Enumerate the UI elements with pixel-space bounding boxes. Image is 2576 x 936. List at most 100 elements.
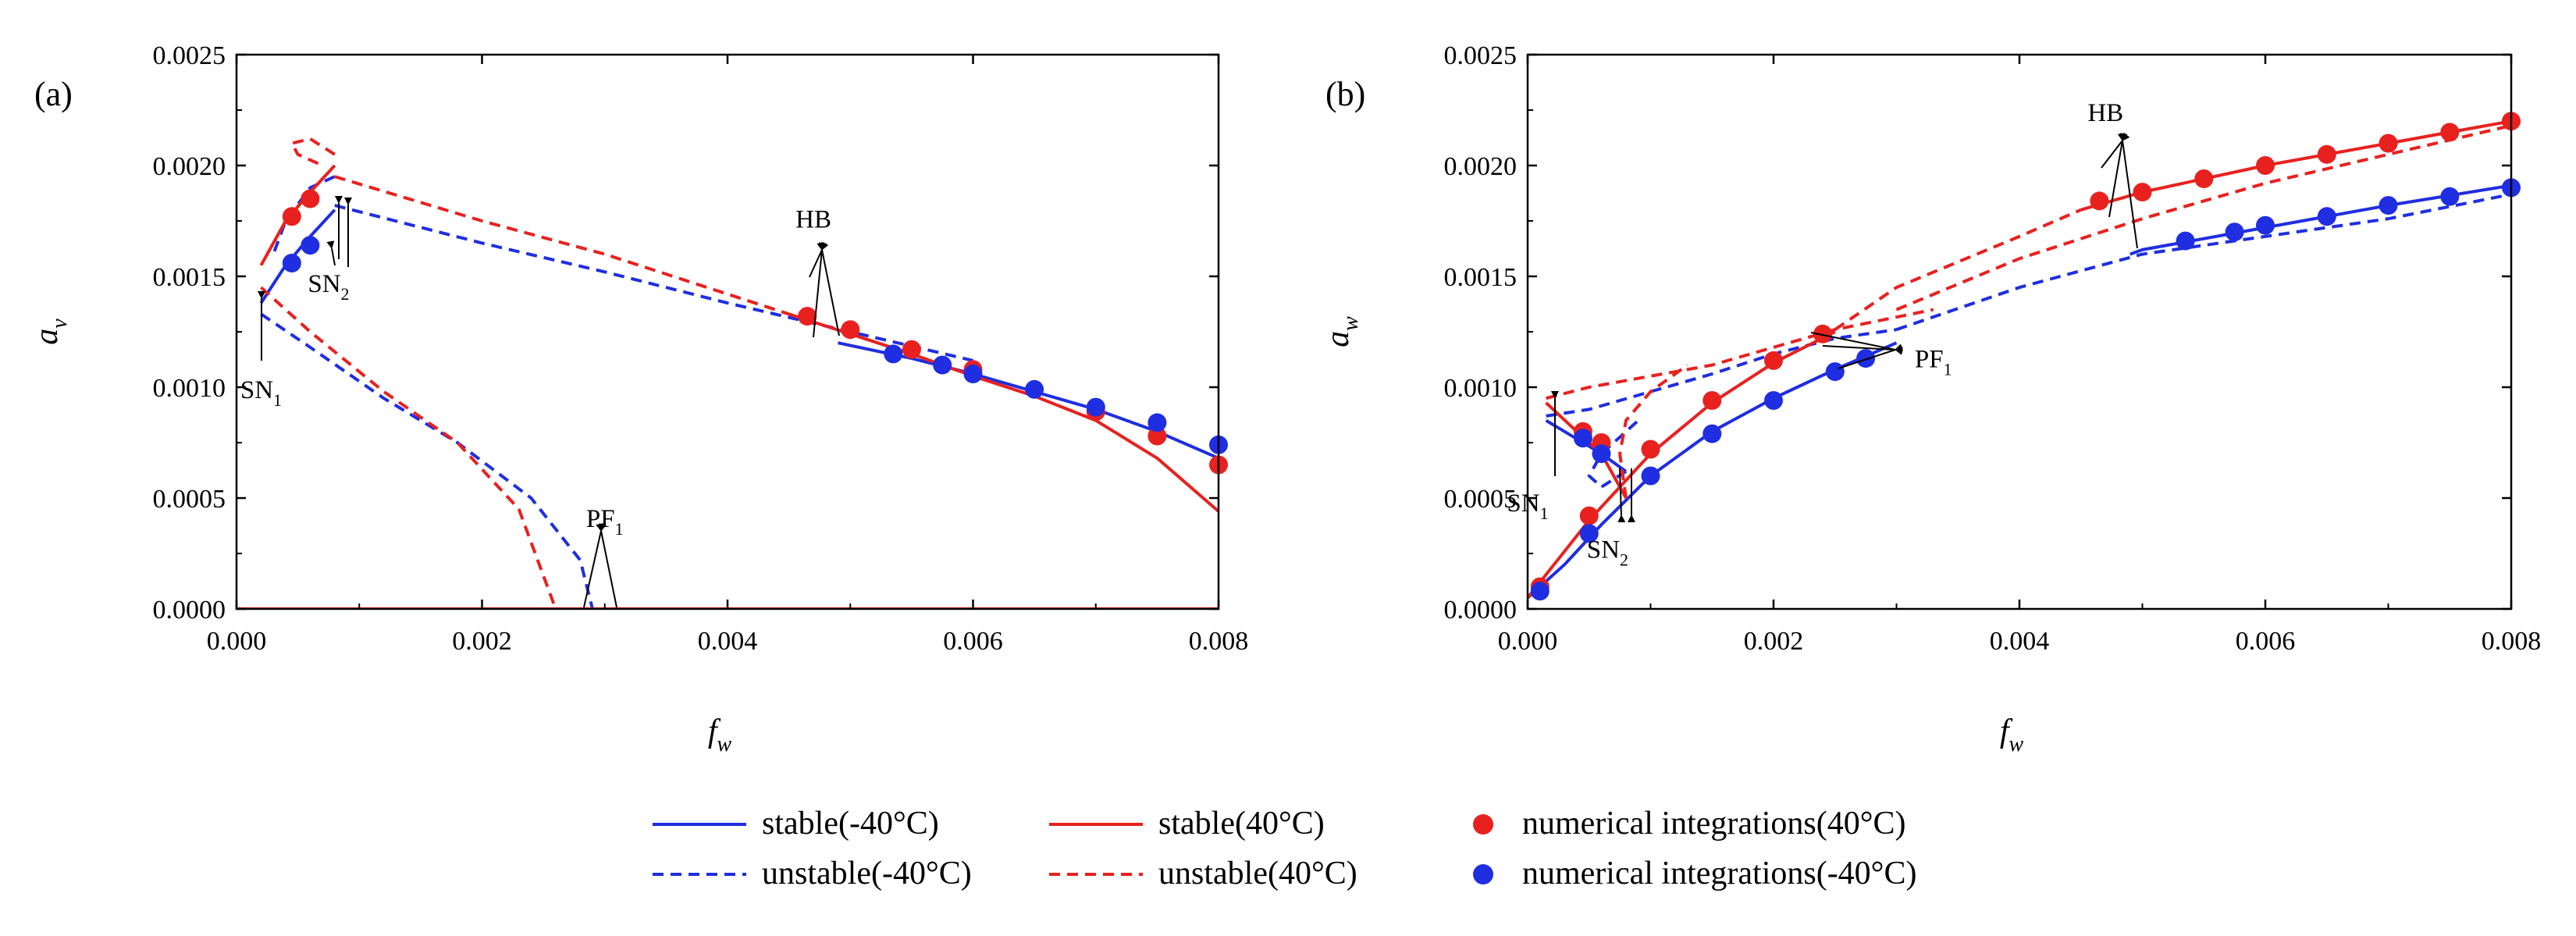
y-axis-label: aw	[1320, 316, 1363, 347]
x-axis-label: fw	[2000, 714, 2024, 756]
numerical-point	[1573, 429, 1592, 448]
legend-item: unstable(40°C)	[1049, 856, 1357, 892]
annotation-text: SN	[1587, 536, 1620, 564]
y-tick-label: 0.0005	[153, 485, 226, 514]
annotation-text: SN	[1507, 489, 1539, 518]
legend: stable(-40°C) unstable(-40°C) stable(40°C)…	[653, 806, 1916, 892]
annotation-text: PF	[1915, 345, 1944, 373]
annotation-text: SN	[240, 376, 273, 404]
x-axis-label: fw	[708, 714, 732, 756]
x-axis-label-sub: w	[2008, 732, 2023, 756]
panel-a: 0.000 0.002 0.004 0.006 0.008 0.0000 0.0005 0.0…	[29, 41, 1248, 756]
numerical-point	[1147, 426, 1167, 446]
annotation-arrow	[1810, 332, 1903, 355]
numerical-point	[933, 355, 952, 375]
annotation-sn: SN1	[1507, 489, 1548, 523]
annotation-text: HB	[2087, 99, 2123, 127]
numerical-point	[2317, 144, 2336, 164]
annotation-sub: 1	[1944, 359, 1952, 379]
unstable-line-2	[1546, 328, 1897, 418]
annotation-sub: 1	[1540, 504, 1549, 523]
numerical-point	[2379, 133, 2398, 153]
panel-label: (b)	[1325, 75, 1365, 113]
unstable-line-11	[1895, 123, 2511, 311]
unstable-line-10	[1834, 208, 2082, 331]
numerical-point	[2176, 231, 2195, 251]
x-tick-label: 0.006	[943, 627, 1003, 656]
unstable-line-9	[260, 286, 557, 609]
numerical-point	[2090, 191, 2109, 211]
annotation-arrow	[813, 242, 827, 338]
y-axis-label: av	[29, 319, 72, 345]
annotation-text: PF	[586, 505, 615, 533]
numerical-point	[1086, 397, 1105, 417]
numerical-point	[2440, 187, 2460, 206]
annotation-text: HB	[795, 206, 831, 234]
y-tick-label: 0.0025	[1444, 41, 1517, 70]
stable-line-3	[259, 208, 336, 304]
legend-label: stable(40°C)	[1158, 806, 1325, 842]
numerical-point	[1703, 391, 1722, 410]
y-axis-label-main: a	[29, 329, 65, 345]
x-tick-label: 0.008	[2482, 627, 2542, 656]
annotation-sn: SN2	[308, 270, 349, 304]
annotation-sub: 1	[273, 390, 282, 410]
x-tick-label: 0.002	[1744, 627, 1804, 656]
y-axis-label-main: a	[1320, 331, 1356, 347]
numerical-point	[1856, 349, 1876, 368]
x-axis-label-sub: w	[717, 732, 731, 756]
annotation-sub: 1	[615, 519, 624, 539]
stable-line-10	[259, 164, 336, 266]
annotation-arrow	[817, 242, 840, 336]
y-tick-label: 0.0015	[1444, 263, 1517, 292]
numerical-point	[1592, 444, 1611, 464]
unstable-line-3	[1587, 419, 1640, 489]
annotation-sn: SN2	[1587, 536, 1628, 570]
annotation-sub: 2	[1620, 550, 1628, 570]
unstable-line-9	[1618, 363, 1688, 499]
plot-frame	[1526, 53, 2513, 610]
x-tick-label: 0.006	[2236, 627, 2296, 656]
annotation-text: SN	[308, 270, 340, 298]
x-tick-label: 0.004	[698, 627, 758, 656]
y-tick-label: 0.0015	[153, 263, 226, 292]
numerical-point	[1641, 466, 1660, 486]
legend-item: unstable(-40°C)	[653, 856, 972, 892]
y-tick-label: 0.0000	[1444, 596, 1517, 625]
annotation-arrow	[1822, 345, 1903, 354]
numerical-point	[2256, 215, 2275, 235]
numerical-point	[1530, 582, 1550, 601]
annotation-arrow	[583, 523, 607, 608]
y-tick-label: 0.0025	[153, 41, 226, 70]
annotation-hb: HB	[795, 206, 831, 234]
numerical-point	[1147, 413, 1167, 432]
numerical-point	[798, 307, 817, 326]
numerical-point	[2256, 156, 2275, 175]
y-tick-label: 0.0005	[1444, 485, 1517, 514]
legend-label: stable(-40°C)	[762, 806, 939, 842]
y-tick-label: 0.0020	[1444, 152, 1517, 181]
numerical-point	[884, 344, 903, 364]
numerical-point	[902, 340, 921, 359]
y-tick-label: 0.0010	[153, 374, 226, 403]
series-group	[237, 137, 1219, 609]
annotation-arrow	[2117, 133, 2138, 249]
numerical-point	[1764, 391, 1783, 410]
series-group	[1528, 119, 2511, 600]
numerical-point	[1579, 524, 1599, 543]
annotation-arrow	[1838, 343, 1904, 369]
legend-label: unstable(-40°C)	[762, 856, 972, 892]
annotation-pf: PF1	[586, 505, 624, 539]
annotation-arrow	[596, 523, 617, 608]
numerical-point	[301, 189, 320, 208]
legend-item: numerical integrations(-40°C)	[1473, 856, 1916, 892]
unstable-line-2	[260, 312, 594, 609]
numerical-point	[1764, 351, 1783, 370]
annotation-arrow	[2108, 133, 2128, 218]
x-tick-label: 0.000	[207, 627, 267, 656]
numerical-point	[2379, 196, 2398, 215]
x-tick-label: 0.000	[1498, 627, 1558, 656]
plot-frame	[235, 53, 1220, 610]
stable-line-11	[788, 312, 1219, 513]
annotation-arrow	[1617, 468, 1626, 523]
